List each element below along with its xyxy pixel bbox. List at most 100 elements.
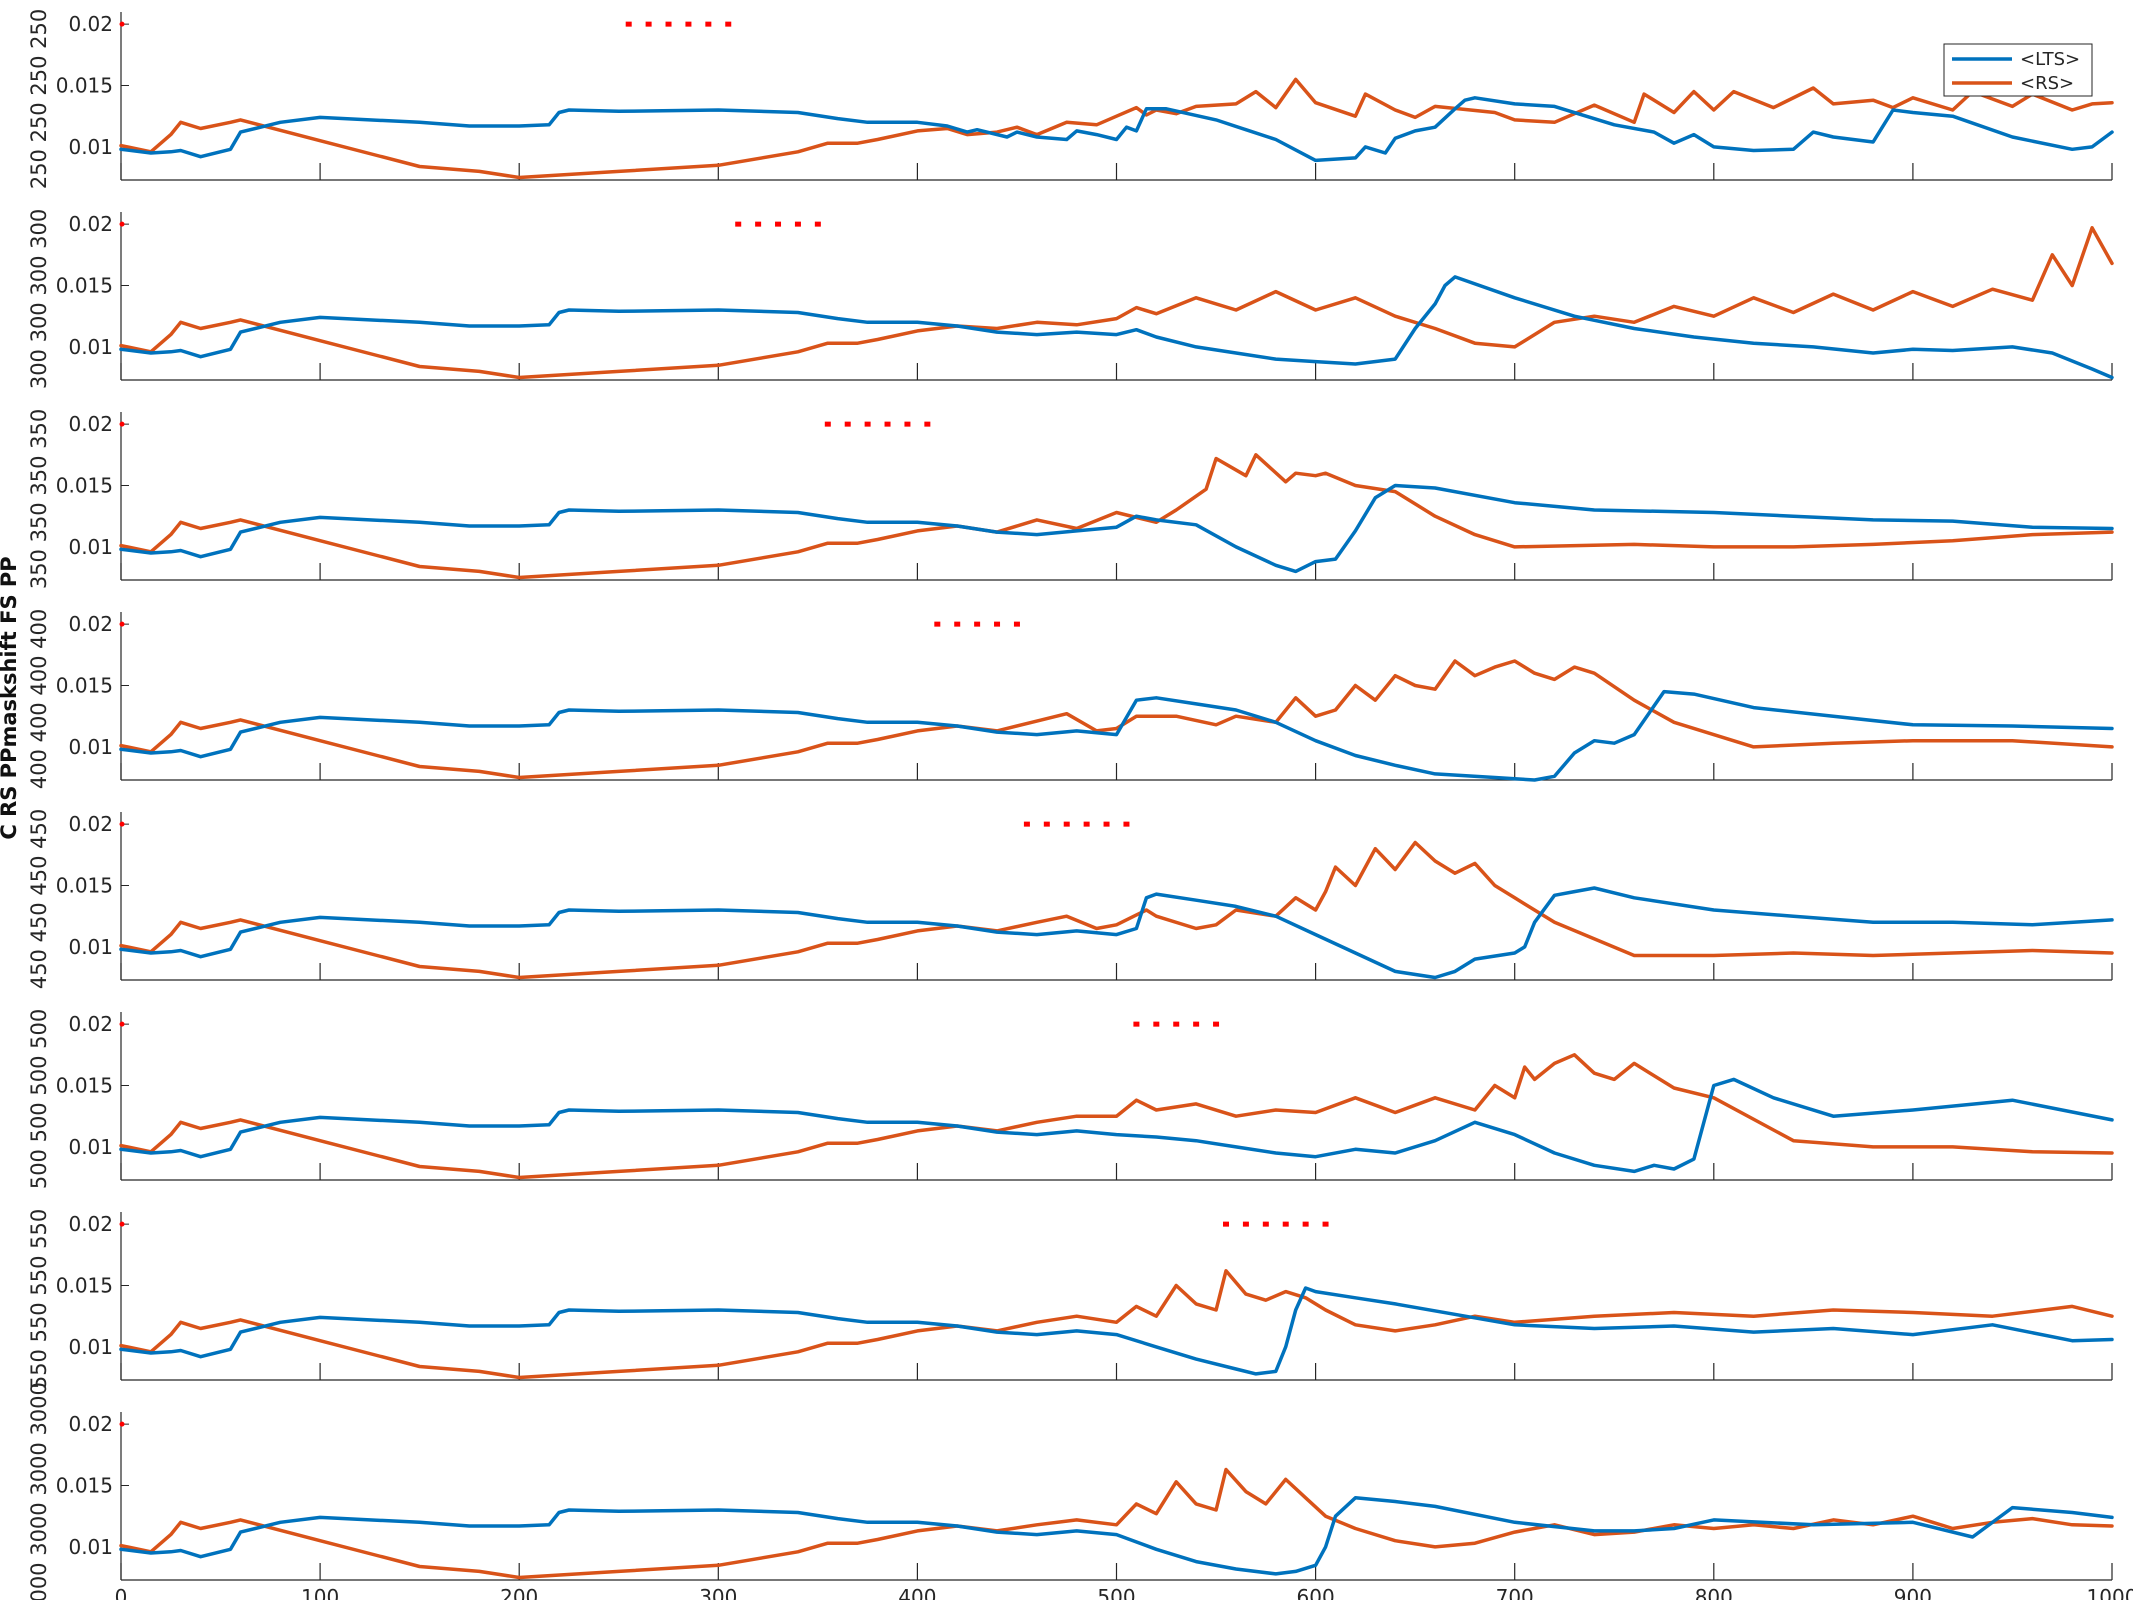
rs-series-line — [119, 77, 2114, 180]
stim-origin-marker — [119, 421, 125, 427]
stim-marker — [1242, 1221, 1249, 1227]
x-tick-label: 100 — [301, 1585, 339, 1600]
stim-marker — [954, 621, 961, 627]
y-tick-label: 0.015 — [56, 74, 113, 98]
stim-marker — [1013, 621, 1020, 627]
stim-marker — [864, 421, 871, 427]
chart-panel: 0.01 0.015 0.02 450 450 450 450 — [27, 809, 2114, 989]
stim-marker — [1193, 1021, 1200, 1027]
panel-ylabel: 250 250 250 250 — [27, 9, 51, 189]
y-tick-label: 0.015 — [56, 874, 113, 898]
lts-series-line — [119, 1286, 2114, 1376]
stim-marker — [725, 21, 732, 27]
panel-ylabel: 3000 3000 3000 3000 — [27, 1382, 51, 1600]
stim-marker — [1173, 1021, 1180, 1027]
chart-panel: 0.01 0.015 0.02 550 550 550 550 — [27, 1209, 2114, 1389]
stim-marker — [665, 21, 672, 27]
stim-marker — [904, 421, 911, 427]
stim-origin-marker — [119, 221, 125, 227]
stim-marker — [974, 621, 981, 627]
stim-marker — [625, 21, 632, 27]
stim-marker — [824, 421, 831, 427]
stim-marker — [1223, 1221, 1230, 1227]
stim-marker — [1063, 821, 1070, 827]
stim-marker — [1322, 1221, 1329, 1227]
lts-series-line — [119, 1496, 2114, 1576]
panel-ylabel: 450 450 450 450 — [27, 809, 51, 989]
stim-marker — [1023, 821, 1030, 827]
legend-entry: <LTS> — [2020, 49, 2080, 70]
rs-series-line — [119, 1053, 2114, 1180]
y-tick-label: 0.01 — [68, 135, 113, 159]
y-tick-label: 0.02 — [68, 1012, 113, 1036]
lts-series-line — [119, 886, 2114, 980]
x-tick-label: 700 — [1496, 1585, 1534, 1600]
y-tick-label: 0.01 — [68, 935, 113, 959]
stim-marker — [1302, 1221, 1309, 1227]
stim-origin-marker — [119, 1021, 125, 1027]
y-tick-label: 0.015 — [56, 1474, 113, 1498]
stim-marker — [1083, 821, 1090, 827]
legend: <LTS> <RS> — [1943, 43, 2093, 97]
stim-marker — [1282, 1221, 1289, 1227]
stim-marker — [645, 21, 652, 27]
lts-series-line — [119, 1077, 2114, 1174]
y-tick-label: 0.01 — [68, 1135, 113, 1159]
chart-panel: 0.01 0.015 0.02 250 250 250 250 — [27, 9, 2114, 189]
y-tick-label: 0.015 — [56, 274, 113, 298]
stim-marker — [775, 221, 782, 227]
stim-marker — [844, 421, 851, 427]
stim-origin-marker — [119, 821, 125, 827]
stim-marker — [994, 621, 1001, 627]
x-tick-label: 600 — [1297, 1585, 1335, 1600]
x-tick-label: 900 — [1894, 1585, 1932, 1600]
rs-series-line — [119, 1467, 2114, 1580]
stim-marker — [705, 21, 712, 27]
chart-panel: 0.01 0.015 0.02 300 300 300 300 — [27, 209, 2114, 389]
rs-series-line — [119, 453, 2114, 580]
y-tick-label: 0.01 — [68, 735, 113, 759]
panel-ylabel: 400 400 400 400 — [27, 609, 51, 789]
lts-series-line — [119, 96, 2114, 163]
stim-marker — [1153, 1021, 1160, 1027]
y-tick-label: 0.015 — [56, 474, 113, 498]
stim-marker — [685, 21, 692, 27]
y-tick-label: 0.015 — [56, 1074, 113, 1098]
lts-series-line — [119, 275, 2114, 380]
stim-marker — [1133, 1021, 1140, 1027]
rs-series-line — [119, 840, 2114, 980]
y-tick-label: 0.01 — [68, 535, 113, 559]
lts-series-line — [119, 483, 2114, 574]
y-tick-label: 0.02 — [68, 1212, 113, 1236]
panel-ylabel: 500 500 500 500 — [27, 1009, 51, 1189]
x-tick-label: 800 — [1695, 1585, 1733, 1600]
y-tick-label: 0.02 — [68, 612, 113, 636]
figure-ylabel: C RS PPmaskshift FS PP — [0, 556, 21, 839]
y-tick-label: 0.02 — [68, 1412, 113, 1436]
stim-marker — [884, 421, 891, 427]
legend-box — [1943, 43, 2093, 97]
x-tick-label: 500 — [1097, 1585, 1135, 1600]
x-tick-label: 300 — [699, 1585, 737, 1600]
y-tick-label: 0.01 — [68, 1335, 113, 1359]
stim-marker — [735, 221, 742, 227]
panel-ylabel: 550 550 550 550 — [27, 1209, 51, 1389]
panel-ylabel: 350 350 350 350 — [27, 409, 51, 589]
y-tick-label: 0.02 — [68, 812, 113, 836]
lts-series-line — [119, 689, 2114, 782]
y-tick-label: 0.015 — [56, 1274, 113, 1298]
stim-marker — [1103, 821, 1110, 827]
stim-marker — [934, 621, 941, 627]
stim-origin-marker — [119, 621, 125, 627]
chart-panel: 0.01 0.015 0.02 500 500 500 500 — [27, 1009, 2114, 1189]
legend-entry: <RS> — [2020, 73, 2074, 94]
stim-marker — [1123, 821, 1130, 827]
y-tick-label: 0.015 — [56, 674, 113, 698]
stim-marker — [755, 221, 762, 227]
stim-marker — [1262, 1221, 1269, 1227]
rs-series-line — [119, 226, 2114, 380]
chart-panel: 0.01 0.015 0.02 3000 3000 3000 3000 0 100 200 3… — [27, 1382, 2133, 1600]
y-tick-label: 0.01 — [68, 1535, 113, 1559]
